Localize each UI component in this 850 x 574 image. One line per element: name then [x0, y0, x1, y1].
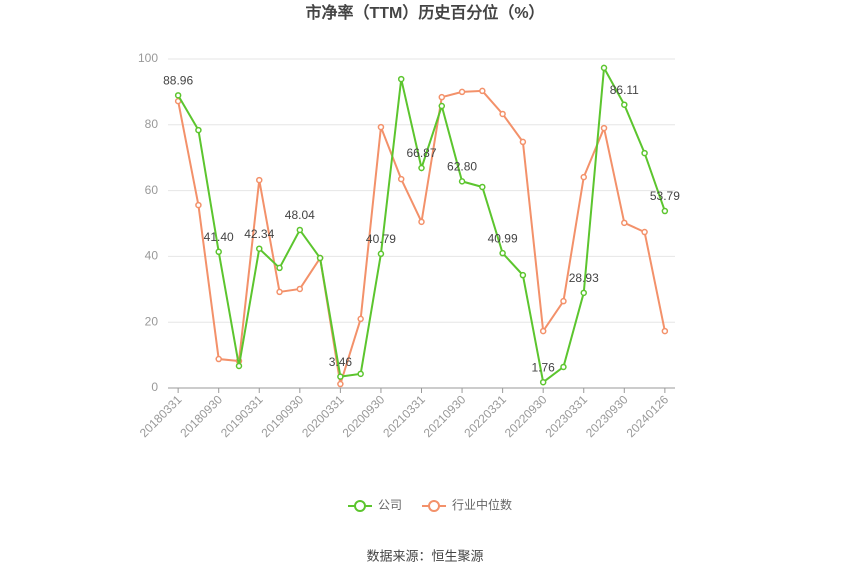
point — [296, 285, 304, 293]
point — [337, 373, 344, 380]
point — [377, 123, 385, 131]
point — [276, 288, 283, 296]
point — [519, 138, 527, 146]
x-tick-label: 20210930 — [421, 392, 469, 440]
point — [296, 226, 304, 234]
x-tick-label: 20190930 — [259, 392, 307, 440]
data-label: 88.96 — [163, 73, 193, 87]
data-label: 66.87 — [406, 146, 436, 160]
point — [418, 164, 425, 172]
data-label: 62.80 — [447, 160, 477, 174]
data-label: 86.11 — [610, 83, 639, 97]
legend-label: 公司 — [378, 498, 402, 512]
x-tick-label: 20190331 — [218, 392, 266, 440]
point — [235, 362, 243, 370]
y-tick-label: 20 — [145, 314, 159, 328]
point — [479, 183, 486, 191]
data-label: 3.46 — [329, 355, 353, 369]
point — [519, 271, 527, 279]
data-label: 41.40 — [204, 230, 234, 244]
data-label: 40.79 — [366, 232, 396, 246]
point — [621, 219, 628, 227]
point — [397, 175, 405, 183]
point — [438, 93, 446, 101]
x-tick-label: 20210331 — [380, 392, 428, 440]
point — [438, 102, 446, 110]
data-label: 1.76 — [532, 360, 556, 374]
x-tick-label: 20230930 — [583, 392, 631, 440]
point — [560, 363, 567, 371]
y-tick-label: 80 — [145, 117, 159, 131]
x-tick-label: 20180930 — [177, 392, 225, 440]
point — [600, 64, 608, 72]
data-label: 42.34 — [244, 227, 274, 241]
point — [256, 176, 263, 184]
point — [276, 264, 283, 272]
point — [580, 289, 587, 297]
point — [661, 207, 669, 215]
point — [215, 248, 222, 256]
point — [195, 126, 202, 134]
point — [458, 88, 466, 96]
point — [499, 249, 506, 257]
point — [560, 297, 567, 305]
data-label: 53.79 — [650, 189, 680, 203]
legend-marker — [354, 500, 366, 512]
data-label: 28.93 — [569, 271, 599, 285]
x-tick-label: 20200930 — [340, 392, 388, 440]
point — [174, 92, 182, 99]
source: 数据来源：恒生聚源 — [366, 548, 483, 563]
point — [195, 201, 202, 209]
x-tick-label: 20220331 — [461, 392, 509, 440]
point — [377, 250, 385, 258]
point — [215, 355, 222, 363]
point — [397, 75, 405, 83]
point — [479, 87, 486, 95]
point — [256, 245, 263, 252]
point — [580, 173, 587, 181]
x-tick-label: 20200331 — [299, 392, 347, 440]
point — [661, 327, 669, 335]
legend-label: 行业中位数 — [452, 497, 512, 512]
point — [357, 315, 364, 323]
point — [600, 124, 608, 132]
point — [641, 228, 648, 236]
y-tick-label: 60 — [145, 183, 159, 197]
point — [357, 370, 364, 378]
y-tick-label: 40 — [145, 249, 159, 263]
point — [539, 327, 547, 335]
point — [337, 380, 344, 388]
data-label: 40.99 — [488, 231, 518, 245]
legend-marker — [428, 500, 441, 512]
data-label: 48.04 — [285, 208, 315, 222]
chart-title: 市净率（TTM）历史百分位（%） — [305, 3, 544, 22]
point — [316, 254, 324, 262]
x-tick-label: 20230331 — [542, 392, 590, 440]
y-tick-label: 100 — [138, 51, 158, 65]
point — [641, 149, 648, 157]
point — [621, 101, 628, 108]
point — [499, 110, 506, 118]
x-tick-label: 20240126 — [624, 392, 672, 440]
y-tick-label: 0 — [151, 380, 158, 394]
point — [539, 378, 547, 386]
point — [418, 218, 425, 226]
x-tick-label: 20220930 — [502, 392, 550, 440]
point — [458, 178, 466, 185]
x-tick-label: 20180331 — [137, 392, 185, 440]
